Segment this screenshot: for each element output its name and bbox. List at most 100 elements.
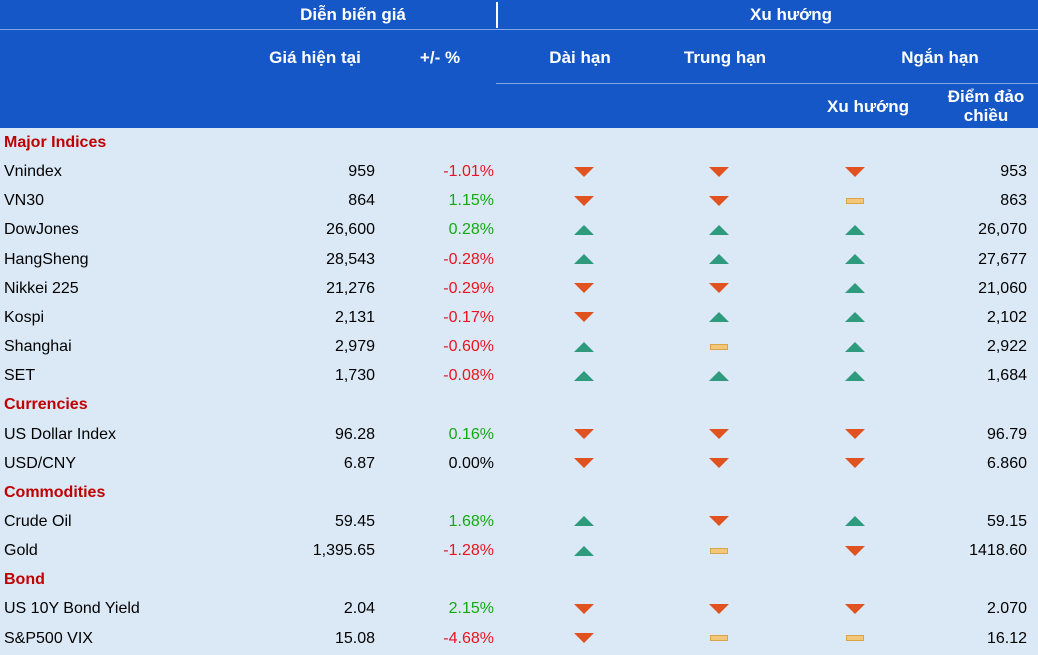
reversal-point: 1418.60 (969, 542, 1027, 560)
section-label: Bond (4, 571, 45, 589)
long-trend-cell (572, 157, 596, 186)
percent-change: 1.68% (448, 512, 494, 530)
current-price: 15.08 (334, 629, 375, 647)
reversal-point: 16.12 (986, 629, 1027, 647)
instrument-name: Kospi (4, 308, 45, 326)
instrument-name: Vnindex (4, 163, 62, 181)
current-price: 959 (348, 163, 375, 181)
instrument-name: Nikkei 225 (4, 279, 79, 297)
instrument-name: Shanghai (4, 338, 72, 356)
percent-change: 0.16% (448, 425, 494, 443)
trend-flat-icon (846, 635, 864, 642)
section-row: Bond (0, 565, 1038, 594)
instrument-name: SET (4, 367, 36, 385)
trend-down-icon (574, 429, 594, 439)
instrument-name: US Dollar Index (4, 425, 117, 443)
trend-down-icon (709, 429, 729, 439)
medium-trend-cell (707, 157, 731, 186)
current-price: 864 (348, 192, 375, 210)
trend-flat-icon (846, 197, 864, 204)
current-price: 2.04 (343, 600, 375, 618)
percent-change: -1.01% (443, 163, 494, 181)
percent-change: -0.17% (443, 308, 494, 326)
section-row: Major Indices (0, 128, 1038, 157)
instrument-name: VN30 (4, 192, 45, 210)
section-row: Currencies (0, 390, 1038, 419)
trend-up-icon (709, 224, 729, 235)
long-trend-cell (572, 215, 596, 244)
table-row: US Dollar Index 96.28 0.16% 96.79 (0, 420, 1038, 449)
short-trend-cell (843, 215, 867, 244)
current-price: 2,979 (334, 338, 375, 356)
trend-up-icon (845, 341, 865, 352)
col-price-heading: Giá hiện tại (269, 47, 361, 67)
long-trend-cell (572, 594, 596, 623)
table-row: Shanghai 2,979 -0.60% 2,922 (0, 332, 1038, 361)
medium-trend-cell (707, 420, 731, 449)
trend-down-icon (574, 458, 594, 469)
percent-change: -1.28% (443, 542, 494, 560)
header-separator (496, 2, 498, 28)
section-label: Commodities (4, 483, 106, 501)
trend-up-icon (845, 254, 865, 265)
reversal-point: 2,102 (986, 308, 1027, 326)
short-trend-cell (843, 594, 867, 623)
current-price: 1,395.65 (312, 542, 375, 560)
long-trend-cell (572, 420, 596, 449)
medium-trend-cell (707, 449, 731, 478)
table-row: Kospi 2,131 -0.17% 2,102 (0, 303, 1038, 332)
current-price: 21,276 (326, 279, 375, 297)
reversal-point: 6.860 (986, 454, 1027, 472)
trend-down-icon (845, 603, 865, 614)
trend-down-icon (709, 516, 729, 527)
long-trend-cell (572, 186, 596, 215)
col-medium-heading: Trung hạn (683, 47, 767, 67)
trend-up-icon (845, 312, 865, 323)
short-trend-cell (843, 624, 867, 653)
trend-up-icon (845, 283, 865, 294)
percent-change: 1.15% (448, 192, 494, 210)
trend-down-icon (709, 458, 729, 469)
trend-up-icon (574, 370, 594, 381)
col-reversal-heading: Điểm đảo chiều (947, 87, 1025, 125)
reversal-point: 863 (1000, 192, 1027, 210)
table-row: US 10Y Bond Yield 2.04 2.15% 2.070 (0, 594, 1038, 623)
trend-up-icon (845, 224, 865, 235)
reversal-point: 59.15 (986, 512, 1027, 530)
trend-flat-icon (710, 635, 728, 642)
percent-change: 0.00% (448, 454, 494, 472)
trend-flat-icon (710, 547, 728, 554)
long-trend-cell (572, 361, 596, 390)
col-short-trend-heading: Xu hướng (827, 96, 909, 116)
percent-change: -0.60% (443, 338, 494, 356)
trend-down-icon (574, 312, 594, 323)
trend-down-icon (709, 195, 729, 206)
current-price: 1,730 (334, 367, 375, 385)
table-row: Vnindex 959 -1.01% 953 (0, 157, 1038, 186)
instrument-name: Crude Oil (4, 512, 72, 530)
instrument-name: HangSheng (4, 250, 89, 268)
reversal-point: 26,070 (978, 221, 1027, 239)
percent-change: -0.28% (443, 250, 494, 268)
medium-trend-cell (707, 215, 731, 244)
trend-up-icon (574, 516, 594, 527)
medium-trend-cell (707, 186, 731, 215)
medium-trend-cell (707, 507, 731, 536)
short-trend-cell (843, 361, 867, 390)
section-label: Currencies (4, 396, 88, 414)
col-change-heading: +/- % (419, 47, 461, 67)
instrument-name: USD/CNY (4, 454, 77, 472)
short-trend-cell (843, 420, 867, 449)
medium-trend-cell (707, 594, 731, 623)
trend-flat-icon (710, 343, 728, 350)
trend-down-icon (845, 429, 865, 439)
long-trend-cell (572, 303, 596, 332)
col-long-heading: Dài hạn (549, 47, 611, 67)
current-price: 96.28 (334, 425, 375, 443)
trend-up-icon (709, 254, 729, 265)
trend-down-icon (574, 195, 594, 206)
percent-change: -4.68% (443, 629, 494, 647)
medium-trend-cell (707, 303, 731, 332)
current-price: 28,543 (326, 250, 375, 268)
trend-up-icon (574, 224, 594, 235)
